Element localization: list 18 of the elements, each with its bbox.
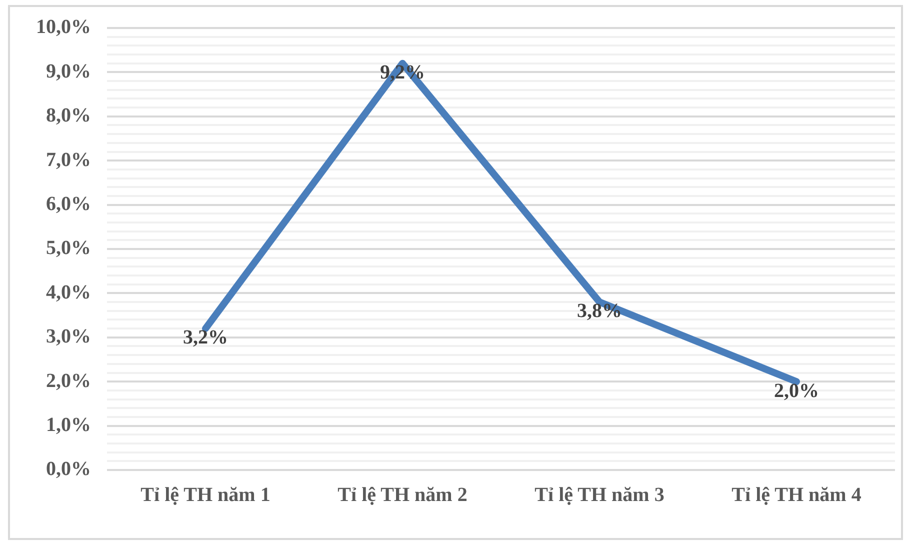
x-tick-label: Tỉ lệ TH năm 2 [338,484,468,506]
y-tick-label: 2,0% [46,370,91,392]
y-tick-label: 6,0% [46,192,91,215]
y-tick-label: 8,0% [46,104,91,127]
data-label: 3,8% [577,300,622,322]
data-label: 2,0% [774,380,819,402]
x-tick-label: Tỉ lệ TH năm 4 [732,484,862,506]
y-tick-label: 1,0% [46,414,91,436]
x-tick-label: Tỉ lệ TH năm 1 [140,484,270,506]
x-tick-label: Tỉ lệ TH năm 3 [534,484,664,506]
data-label: 3,2% [183,326,228,349]
y-tick-label: 0,0% [46,458,91,480]
y-tick-label: 3,0% [46,326,91,348]
y-tick-label: 9,0% [46,60,91,82]
y-tick-label: 5,0% [46,237,91,260]
y-tick-label: 7,0% [46,148,91,171]
y-tick-label: 10,0% [36,16,91,38]
y-tick-label: 4,0% [46,281,91,304]
